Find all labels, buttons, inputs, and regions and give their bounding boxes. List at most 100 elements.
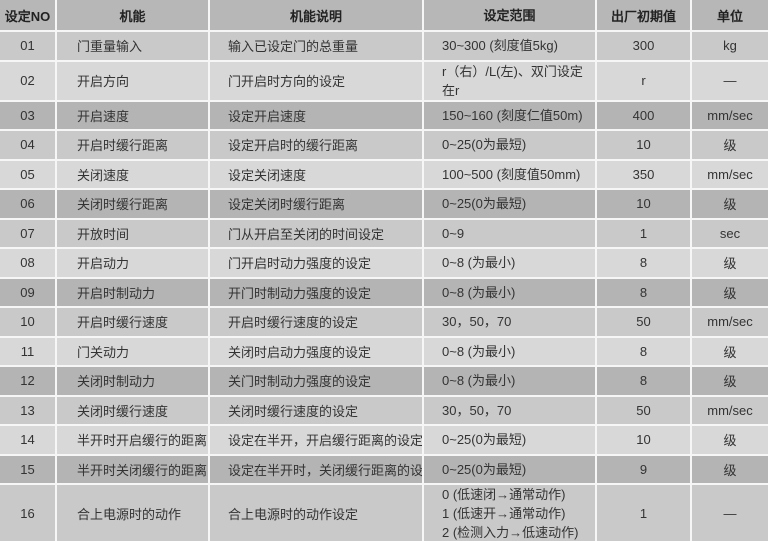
cell-setting-no: 16	[0, 485, 57, 541]
cell-description: 输入已设定门的总重量	[210, 32, 424, 62]
table-row: 04 开启时缓行距离 设定开启时的缓行距离 0~25(0为最短) 10 级	[0, 131, 768, 161]
cell-unit: 级	[692, 367, 768, 397]
cell-factory-default: 350	[597, 160, 692, 190]
header-row: 设定NO 机能 机能说明 设定范围 出厂初期值 单位	[0, 0, 768, 32]
cell-description: 开启时缓行速度的设定	[210, 308, 424, 338]
cell-description: 门开启时动力强度的设定	[210, 249, 424, 279]
cell-setting-range: r（右）/L(左)、双门设定在r	[424, 61, 597, 102]
cell-setting-no: 05	[0, 160, 57, 190]
table-row: 12 关闭时制动力 关门时制动力强度的设定 0~8 (为最小) 8 级	[0, 367, 768, 397]
cell-description: 关闭时缓行速度的设定	[210, 396, 424, 426]
table-row: 16 合上电源时的动作 合上电源时的动作设定 0 (低速闭→通常动作) 1 (低速开→…	[0, 485, 768, 541]
cell-function: 开启方向	[57, 61, 210, 102]
cell-function: 半开时关闭缓行的距离	[57, 455, 210, 485]
cell-description: 关闭时启动力强度的设定	[210, 337, 424, 367]
cell-factory-default: r	[597, 61, 692, 102]
cell-unit: mm/sec	[692, 308, 768, 338]
cell-factory-default: 9	[597, 455, 692, 485]
cell-setting-range: 0~8 (为最小)	[424, 337, 597, 367]
cell-setting-no: 07	[0, 219, 57, 249]
cell-setting-range: 100~500 (刻度值50mm)	[424, 160, 597, 190]
cell-setting-range: 150~160 (刻度仁值50m)	[424, 101, 597, 131]
cell-setting-range: 30，50，70	[424, 396, 597, 426]
cell-setting-no: 15	[0, 455, 57, 485]
cell-setting-no: 12	[0, 367, 57, 397]
cell-factory-default: 8	[597, 249, 692, 279]
table-row: 05 关闭速度 设定关闭速度 100~500 (刻度值50mm) 350 mm/sec	[0, 160, 768, 190]
cell-setting-no: 01	[0, 32, 57, 62]
cell-unit: 级	[692, 337, 768, 367]
table-row: 13 关闭时缓行速度 关闭时缓行速度的设定 30，50，70 50 mm/sec	[0, 396, 768, 426]
cell-factory-default: 400	[597, 101, 692, 131]
header-setting-no: 设定NO	[0, 0, 57, 32]
cell-setting-no: 03	[0, 101, 57, 131]
cell-setting-no: 04	[0, 131, 57, 161]
cell-description: 开门时制动力强度的设定	[210, 278, 424, 308]
cell-description: 门开启时方向的设定	[210, 61, 424, 102]
cell-setting-no: 02	[0, 61, 57, 102]
cell-setting-range: 0~8 (为最小)	[424, 278, 597, 308]
cell-factory-default: 8	[597, 367, 692, 397]
cell-factory-default: 1	[597, 485, 692, 541]
cell-description: 关门时制动力强度的设定	[210, 367, 424, 397]
cell-description: 设定关闭时缓行距离	[210, 190, 424, 220]
cell-setting-range: 0 (低速闭→通常动作) 1 (低速开→通常动作) 2 (检测入力→低速动作)	[424, 485, 597, 541]
table-row: 10 开启时缓行速度 开启时缓行速度的设定 30，50，70 50 mm/sec	[0, 308, 768, 338]
cell-factory-default: 50	[597, 396, 692, 426]
cell-setting-no: 13	[0, 396, 57, 426]
cell-unit: mm/sec	[692, 101, 768, 131]
cell-setting-range: 0~25(0为最短)	[424, 190, 597, 220]
cell-description: 设定在半开，开启缓行距离的设定	[210, 426, 424, 456]
cell-function: 半开时开启缓行的距离	[57, 426, 210, 456]
cell-function: 开启速度	[57, 101, 210, 131]
table-row: 03 开启速度 设定开启速度 150~160 (刻度仁值50m) 400 mm/sec	[0, 101, 768, 131]
table-row: 11 门关动力 关闭时启动力强度的设定 0~8 (为最小) 8 级	[0, 337, 768, 367]
cell-unit: 级	[692, 426, 768, 456]
cell-function: 合上电源时的动作	[57, 485, 210, 541]
table-row: 14 半开时开启缓行的距离 设定在半开，开启缓行距离的设定 0~25(0为最短) 10 级	[0, 426, 768, 456]
cell-function: 开启时制动力	[57, 278, 210, 308]
cell-factory-default: 8	[597, 337, 692, 367]
cell-description: 门从开启至关闭的时间设定	[210, 219, 424, 249]
table-row: 06 关闭时缓行距离 设定关闭时缓行距离 0~25(0为最短) 10 级	[0, 190, 768, 220]
cell-unit: —	[692, 61, 768, 102]
cell-description: 设定在半开时，关闭缓行距离的设定	[210, 455, 424, 485]
cell-function: 关闭时缓行速度	[57, 396, 210, 426]
header-function: 机能	[57, 0, 210, 32]
cell-factory-default: 1	[597, 219, 692, 249]
cell-unit: 级	[692, 131, 768, 161]
cell-function: 开启时缓行速度	[57, 308, 210, 338]
header-unit: 单位	[692, 0, 768, 32]
table-row: 09 开启时制动力 开门时制动力强度的设定 0~8 (为最小) 8 级	[0, 278, 768, 308]
cell-unit: 级	[692, 455, 768, 485]
cell-unit: 级	[692, 190, 768, 220]
cell-factory-default: 10	[597, 190, 692, 220]
cell-description: 合上电源时的动作设定	[210, 485, 424, 541]
table-row: 15 半开时关闭缓行的距离 设定在半开时，关闭缓行距离的设定 0~25(0为最短) 9 级	[0, 455, 768, 485]
cell-setting-range: 0~25(0为最短)	[424, 455, 597, 485]
table-body: 01 门重量输入 输入已设定门的总重量 30~300 (刻度值5kg) 300 kg 02 开…	[0, 32, 768, 541]
cell-setting-no: 14	[0, 426, 57, 456]
cell-unit: —	[692, 485, 768, 541]
cell-setting-no: 06	[0, 190, 57, 220]
cell-factory-default: 10	[597, 131, 692, 161]
cell-unit: 级	[692, 249, 768, 279]
table-row: 02 开启方向 门开启时方向的设定 r（右）/L(左)、双门设定在r r —	[0, 61, 768, 102]
cell-factory-default: 8	[597, 278, 692, 308]
table-row: 01 门重量输入 输入已设定门的总重量 30~300 (刻度值5kg) 300 kg	[0, 32, 768, 62]
cell-setting-range: 0~8 (为最小)	[424, 367, 597, 397]
cell-setting-range: 0~8 (为最小)	[424, 249, 597, 279]
cell-function: 开启动力	[57, 249, 210, 279]
cell-setting-range: 0~25(0为最短)	[424, 131, 597, 161]
cell-factory-default: 50	[597, 308, 692, 338]
cell-setting-no: 11	[0, 337, 57, 367]
cell-unit: mm/sec	[692, 396, 768, 426]
cell-factory-default: 300	[597, 32, 692, 62]
header-description: 机能说明	[210, 0, 424, 32]
cell-unit: mm/sec	[692, 160, 768, 190]
cell-description: 设定关闭速度	[210, 160, 424, 190]
cell-setting-range: 30~300 (刻度值5kg)	[424, 32, 597, 62]
header-setting-range: 设定范围	[424, 0, 597, 32]
